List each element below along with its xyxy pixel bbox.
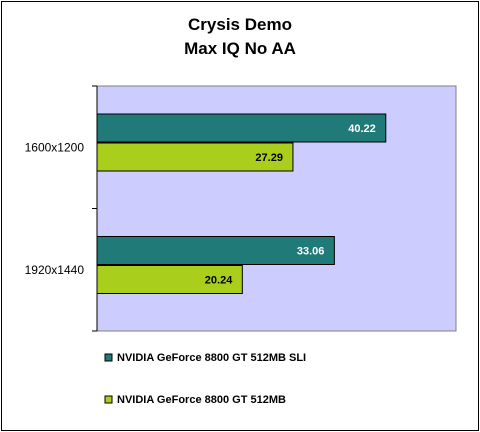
data-label: 40.22 bbox=[348, 123, 376, 135]
legend-swatch bbox=[105, 354, 112, 361]
category-label: 1920x1440 bbox=[25, 263, 85, 277]
data-label: 27.29 bbox=[255, 152, 283, 164]
ticks-layer bbox=[92, 86, 97, 331]
legend-swatch bbox=[105, 396, 112, 403]
legend-label: NVIDIA GeForce 8800 GT 512MB bbox=[117, 394, 286, 406]
chart-title-line-2: Max IQ No AA bbox=[184, 39, 296, 58]
legend-label: NVIDIA GeForce 8800 GT 512MB SLI bbox=[117, 352, 306, 364]
category-label: 1600x1200 bbox=[25, 140, 85, 154]
data-label: 33.06 bbox=[297, 246, 325, 258]
bar bbox=[97, 114, 386, 142]
data-label: 20.24 bbox=[205, 275, 233, 287]
chart-title-line-1: Crysis Demo bbox=[188, 15, 292, 34]
legend: NVIDIA GeForce 8800 GT 512MB SLI NVIDIA G… bbox=[105, 352, 306, 406]
